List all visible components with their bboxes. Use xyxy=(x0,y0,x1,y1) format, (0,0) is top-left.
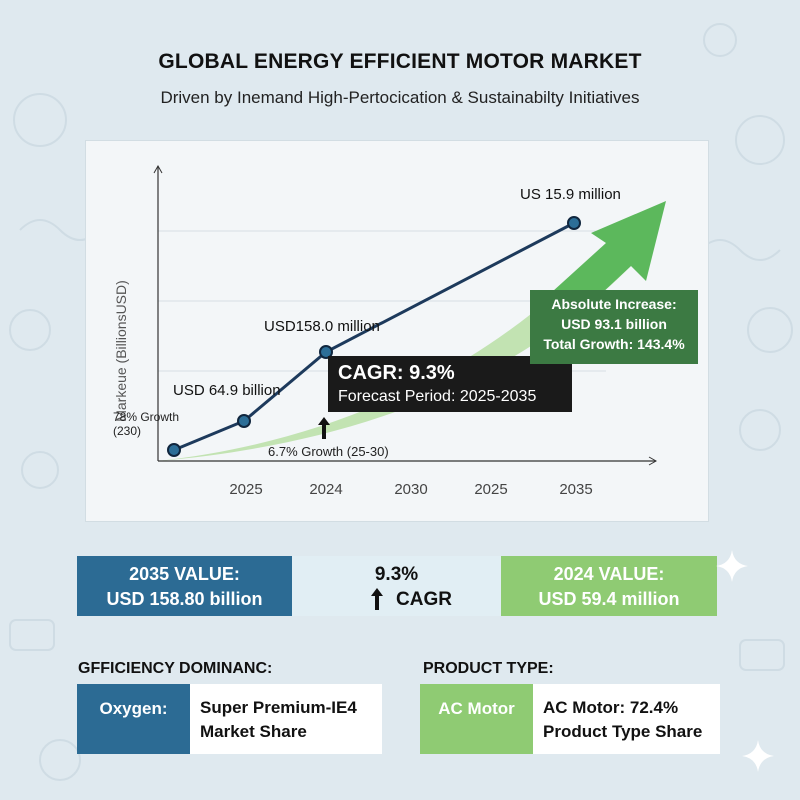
x-tick-label: 2035 xyxy=(559,481,592,498)
x-tick-label: 2024 xyxy=(309,481,342,498)
stat-2024-heading: 2024 VALUE: xyxy=(553,564,665,584)
data-label-2025: USD 64.9 billion xyxy=(173,382,281,399)
data-label-2024: USD158.0 million xyxy=(264,318,380,335)
efficiency-tag: Oxygen: xyxy=(77,684,190,754)
stat-cagr-value: 9.3% xyxy=(374,564,419,585)
up-arrow-icon xyxy=(318,417,330,439)
stats-strip: 2035 VALUE: USD 158.80 billion 9.3% CAGR… xyxy=(77,556,717,616)
page-subtitle: Driven by Inemand High-Pertocication & S… xyxy=(160,88,640,107)
cagr-title: CAGR: 9.3% xyxy=(338,362,455,384)
efficiency-text: Super Premium-IE4 Market Share xyxy=(200,696,357,744)
stat-cagr: 9.3% CAGR xyxy=(292,556,501,616)
stat-cagr-label: CAGR xyxy=(396,589,452,610)
x-tick-label: 2025 xyxy=(229,481,262,498)
abs-line-3: Total Growth: 143.4% xyxy=(543,336,685,352)
efficiency-line-1: Super Premium-IE4 xyxy=(200,698,357,717)
sparkle-icon xyxy=(716,550,748,582)
product-tag: AC Motor xyxy=(420,684,533,754)
growth-left-sub: (230) xyxy=(113,424,142,438)
stat-2035-value: 2035 VALUE: USD 158.80 billion xyxy=(77,556,292,616)
abs-line-1: Absolute Increase: xyxy=(551,296,677,312)
data-label-2035: US 15.9 million xyxy=(520,186,621,203)
data-point xyxy=(319,345,333,359)
up-arrow-icon xyxy=(371,588,383,610)
data-point xyxy=(237,414,251,428)
stat-2035-amount: USD 158.80 billion xyxy=(106,589,263,609)
y-axis-arrow xyxy=(153,164,163,174)
stat-2035-heading: 2035 VALUE: xyxy=(129,564,240,584)
sparkle-icon xyxy=(742,740,774,772)
cagr-callout: CAGR: 9.3% Forecast Period: 2025-2035 xyxy=(328,356,572,412)
x-axis-arrow xyxy=(648,456,658,466)
data-point xyxy=(167,443,181,457)
page-title: GLOBAL ENERGY EFFICIENT MOTOR MARKET xyxy=(158,50,642,73)
product-heading: PRODUCT TYPE: xyxy=(423,660,554,677)
series-line xyxy=(173,221,575,452)
efficiency-line-2: Market Share xyxy=(200,722,307,741)
stat-2024-amount: USD 59.4 million xyxy=(538,589,680,609)
forecast-period: Forecast Period: 2025-2035 xyxy=(338,388,537,405)
growth-mid-label: 6.7% Growth (25-30) xyxy=(268,444,389,459)
product-line-1: AC Motor: 72.4% xyxy=(543,698,679,717)
growth-left-label: 78% Growth xyxy=(113,410,180,424)
product-line-2: Product Type Share xyxy=(543,722,703,741)
x-tick-label: 2030 xyxy=(394,481,427,498)
product-text: AC Motor: 72.4% Product Type Share xyxy=(543,696,702,744)
efficiency-card: Oxygen: Super Premium-IE4 Market Share xyxy=(77,684,382,754)
product-card: AC Motor AC Motor: 72.4% Product Type Sh… xyxy=(420,684,720,754)
efficiency-heading: GFFICIENCY DOMINANC: xyxy=(78,660,273,677)
abs-line-2: USD 93.1 billion xyxy=(561,316,667,332)
stat-2024-value: 2024 VALUE: USD 59.4 million xyxy=(501,556,717,616)
x-tick-label: 2025 xyxy=(474,481,507,498)
data-point xyxy=(567,216,581,230)
absolute-increase-callout: Absolute Increase: USD 93.1 billion Tota… xyxy=(530,290,698,364)
